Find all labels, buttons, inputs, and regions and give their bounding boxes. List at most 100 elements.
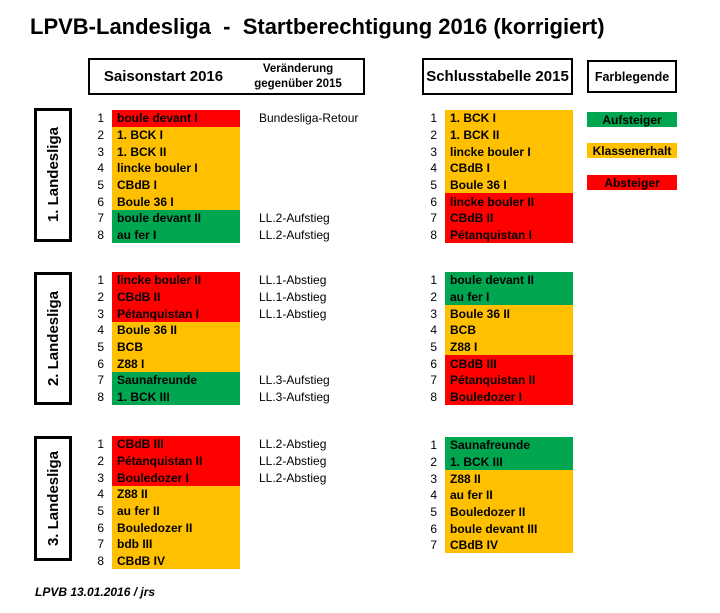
- team-cell: Pétanquistan II: [112, 452, 240, 470]
- team-cell: lincke bouler II: [112, 272, 240, 289]
- table-row: 1 boule devant II: [417, 272, 573, 289]
- team-cell: Z88 II: [112, 485, 240, 503]
- table-row: 3 Bouledozer I LL.2-Abstieg: [84, 469, 326, 486]
- table-row: 2 1. BCK I: [84, 126, 358, 144]
- table-row: 1 Saunafreunde: [417, 437, 573, 454]
- table-row: 2 CBdB II LL.1-Abstieg: [84, 288, 330, 306]
- table-row: 3 Boule 36 II: [417, 305, 573, 322]
- rank-number: 2: [97, 127, 104, 142]
- team-cell: CBdB IV: [445, 536, 573, 554]
- table-row: 2 1. BCK II: [417, 126, 573, 144]
- team-cell: 1. BCK II: [112, 143, 240, 160]
- note-cell: LL.1-Abstieg: [259, 306, 327, 321]
- team-cell: 1. BCK II: [445, 126, 573, 144]
- rank-number: 6: [430, 194, 437, 209]
- header-veraenderung-label: Veränderung gegenüber 2015: [237, 62, 363, 92]
- team-cell: CBdB IV: [112, 552, 240, 570]
- rank-number: 2: [430, 127, 437, 142]
- team-cell: au fer I: [112, 226, 240, 244]
- table-row: 8 Bouledozer I: [417, 388, 573, 406]
- rank-number: 2: [430, 454, 437, 469]
- rank-number: 5: [430, 177, 437, 192]
- table-row: 6 CBdB III: [417, 355, 573, 372]
- team-cell: 1. BCK I: [112, 126, 240, 144]
- team-cell: bdb III: [112, 535, 240, 553]
- team-cell: 1. BCK III: [445, 453, 573, 471]
- table-row: 6 Boule 36 I: [84, 193, 358, 210]
- table-row: 5 Boule 36 I: [417, 176, 573, 194]
- rank-number: 6: [97, 356, 104, 371]
- rank-number: 7: [430, 538, 437, 553]
- table-row: 7 CBdB II: [417, 209, 573, 227]
- rank-number: 4: [430, 323, 437, 338]
- rank-number: 1: [97, 273, 104, 288]
- team-cell: CBdB III: [445, 355, 573, 372]
- table-row: 5 BCB: [84, 338, 330, 356]
- table-row: 1 1. BCK I: [417, 110, 573, 127]
- schlusstabelle-list-liga3: 1 Saunafreunde 2 1. BCK III 3 Z88 II 4 au fe…: [417, 437, 573, 554]
- rank-number: 4: [430, 161, 437, 176]
- table-row: 7 bdb III: [84, 535, 326, 553]
- team-cell: Pétanquistan I: [445, 226, 573, 244]
- section-label-3-landesliga: 3. Landesliga: [34, 436, 72, 561]
- rank-number: 3: [430, 306, 437, 321]
- table-row: 5 Z88 I: [417, 338, 573, 356]
- team-cell: CBdB II: [445, 209, 573, 227]
- table-row: 4 CBdB I: [417, 159, 573, 177]
- team-cell: Bouledozer II: [112, 519, 240, 536]
- team-cell: Bouledozer I: [112, 469, 240, 486]
- team-cell: BCB: [445, 321, 573, 339]
- team-cell: 1. BCK I: [445, 110, 573, 127]
- header-farblegende-box: Farblegende: [587, 60, 677, 93]
- team-cell: lincke bouler II: [445, 193, 573, 210]
- table-row: 7 Pétanquistan II: [417, 371, 573, 389]
- team-cell: Z88 I: [112, 355, 240, 372]
- team-cell: CBdB II: [112, 288, 240, 306]
- header-schlusstabelle-box: Schlusstabelle 2015: [422, 58, 573, 95]
- header-schlusstabelle-label: Schlusstabelle 2015: [426, 68, 569, 85]
- rank-number: 3: [430, 144, 437, 159]
- rank-number: 5: [97, 177, 104, 192]
- rank-number: 5: [97, 503, 104, 518]
- table-row: 2 Pétanquistan II LL.2-Abstieg: [84, 452, 327, 470]
- note-cell: LL.2-Abstieg: [259, 453, 327, 468]
- note-cell: LL.2-Aufstieg: [259, 227, 330, 242]
- rank-number: 3: [430, 471, 437, 486]
- section-label-text: 2. Landesliga: [44, 290, 62, 387]
- rank-number: 8: [430, 389, 437, 404]
- team-cell: CBdB III: [112, 436, 240, 453]
- saisonstart-list-liga3: 1 CBdB III LL.2-Abstieg 2 Pétanquistan II LL…: [84, 436, 327, 570]
- team-cell: CBdB I: [445, 159, 573, 177]
- rank-number: 1: [97, 437, 104, 452]
- team-cell: au fer II: [112, 502, 240, 520]
- table-row: 6 Bouledozer II: [84, 519, 326, 536]
- table-row: 6 boule devant III: [417, 520, 573, 537]
- rank-number: 7: [97, 537, 104, 552]
- table-row: 6 lincke bouler II: [417, 193, 573, 210]
- team-cell: au fer I: [445, 288, 573, 306]
- rank-number: 5: [97, 339, 104, 354]
- team-cell: boule devant II: [112, 209, 240, 227]
- team-cell: boule devant III: [445, 520, 573, 537]
- section-label-text: 1. Landesliga: [44, 127, 62, 223]
- rank-number: 7: [97, 211, 104, 226]
- header-saisonstart-label: Saisonstart 2016: [103, 68, 224, 85]
- table-row: 6 Z88 I: [84, 355, 330, 372]
- team-cell: Pétanquistan I: [112, 305, 240, 322]
- table-row: 7 Saunafreunde LL.3-Aufstieg: [84, 371, 330, 389]
- table-row: 8 1. BCK III LL.3-Aufstieg: [84, 388, 330, 406]
- rank-number: 5: [430, 339, 437, 354]
- note-cell: LL.3-Aufstieg: [259, 389, 330, 404]
- rank-number: 8: [97, 227, 104, 242]
- section-label-1-landesliga: 1. Landesliga: [34, 108, 72, 242]
- header-saisonstart-box: Saisonstart 2016 Veränderung gegenüber 2…: [88, 58, 365, 95]
- rank-number: 7: [97, 373, 104, 388]
- rank-number: 3: [97, 470, 104, 485]
- team-cell: lincke bouler I: [445, 143, 573, 160]
- rank-number: 8: [97, 553, 104, 568]
- team-cell: Bouledozer II: [445, 503, 573, 521]
- rank-number: 3: [97, 306, 104, 321]
- legend-absteiger: Absteiger: [587, 175, 677, 190]
- table-row: 7 boule devant II LL.2-Aufstieg: [84, 209, 358, 227]
